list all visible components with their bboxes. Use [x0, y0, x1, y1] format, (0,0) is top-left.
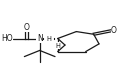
Text: O: O	[111, 26, 117, 35]
Text: H: H	[55, 43, 60, 49]
Text: HO: HO	[1, 34, 13, 43]
Text: N: N	[37, 34, 43, 43]
Text: H: H	[46, 35, 51, 42]
Text: O: O	[23, 23, 29, 32]
